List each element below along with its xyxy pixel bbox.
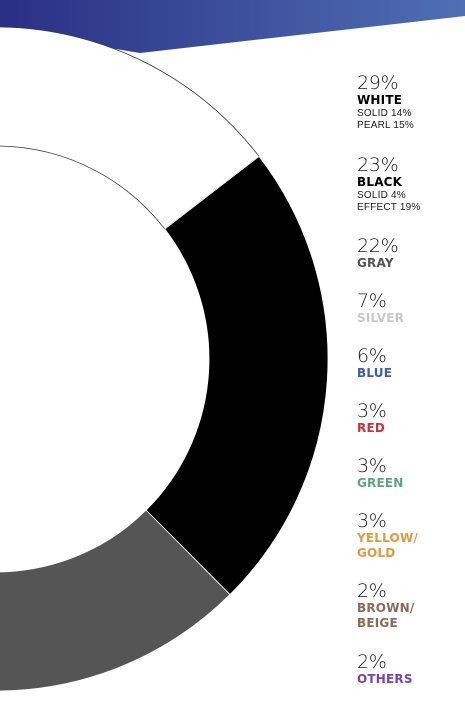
- legend-item-blue: 6% BLUE: [357, 347, 392, 381]
- legend-label: BLACK: [357, 175, 403, 189]
- legend-percent: 3%: [357, 510, 387, 532]
- donut-slice-gray: [0, 509, 231, 692]
- legend-sub-label: SOLID 14%: [357, 108, 412, 119]
- legend-item-white: 29% WHITE SOLID 14% PEARL 15%: [357, 74, 414, 132]
- legend-percent: 3%: [357, 455, 387, 477]
- legend-percent: 22%: [357, 235, 399, 257]
- legend-percent: 6%: [357, 345, 387, 367]
- legend-percent: 29%: [357, 72, 399, 94]
- donut-slices: [0, 26, 329, 692]
- legend-label: BROWN/ BEIGE: [357, 601, 415, 630]
- donut-slice-white: [0, 26, 260, 230]
- legend-label: BLUE: [357, 366, 393, 380]
- legend-label: GRAY: [357, 256, 394, 270]
- legend-label: YELLOW/ GOLD: [357, 531, 418, 560]
- donut-slice-black: [145, 155, 329, 596]
- legend-label: WHITE: [357, 93, 403, 107]
- legend-percent: 2%: [357, 651, 387, 673]
- legend-sub-label: EFFECT 19%: [357, 202, 421, 213]
- legend-item-silver: 7% SILVER: [357, 292, 404, 326]
- legend-percent: 7%: [357, 290, 387, 312]
- legend-sub-label: PEARL 15%: [357, 120, 415, 131]
- legend-label: RED: [357, 421, 385, 435]
- legend-label: SILVER: [357, 311, 405, 325]
- legend-percent: 23%: [357, 154, 399, 176]
- legend-item-yellow-gold: 3% YELLOW/ GOLD: [357, 512, 418, 561]
- legend-item-brown-beige: 2% BROWN/ BEIGE: [357, 582, 414, 631]
- header-banner: [0, 0, 465, 53]
- legend-item-green: 3% GREEN: [357, 457, 404, 491]
- legend-item-others: 2% OTHERS: [357, 653, 413, 687]
- legend-percent: 3%: [357, 400, 387, 422]
- legend-item-black: 23% BLACK SOLID 4% EFFECT 19%: [357, 156, 421, 214]
- legend-sub-label: SOLID 4%: [357, 190, 406, 201]
- legend-label: GREEN: [357, 476, 404, 490]
- legend-label: OTHERS: [357, 672, 413, 686]
- legend-item-gray: 22% GRAY: [357, 235, 399, 271]
- legend-percent: 2%: [357, 580, 387, 602]
- legend-item-red: 3% RED: [357, 402, 387, 436]
